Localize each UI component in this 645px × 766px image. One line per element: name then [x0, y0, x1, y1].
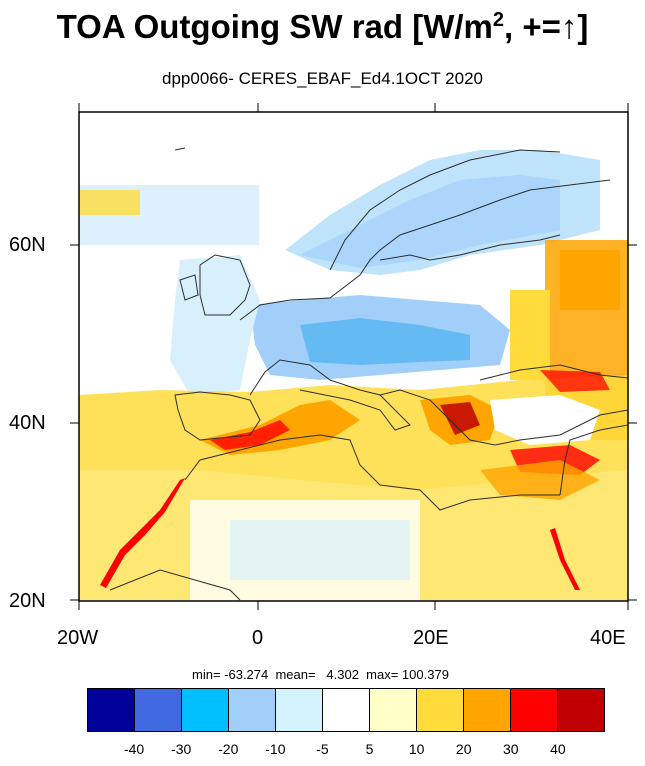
colorbar-label: 40 — [550, 741, 566, 757]
colorbar-label: -10 — [265, 741, 286, 757]
y-tick-label: 20N — [9, 590, 46, 612]
colorbar-label: -30 — [171, 741, 192, 757]
colorbar-label: -20 — [218, 741, 239, 757]
colorbar-label: 30 — [503, 741, 519, 757]
colorbar-cell — [276, 689, 323, 731]
plot-subtitle: dpp0066- CERES_EBAF_Ed4.1OCT 2020 — [162, 69, 483, 88]
colorbar-labels: -40 -30 -20 -10 -5 5 10 20 30 40 — [0, 741, 645, 761]
y-tick-label: 40N — [9, 412, 46, 434]
colorbar-cell — [88, 689, 135, 731]
colorbar-cell — [323, 689, 370, 731]
colorbar-cell — [464, 689, 511, 731]
colorbar-cell — [135, 689, 182, 731]
y-tick-label: 60N — [9, 234, 46, 256]
colorbar-cell — [417, 689, 464, 731]
colorbar-cell — [182, 689, 229, 731]
colorbar-label: 10 — [408, 741, 425, 757]
colorbar — [87, 688, 605, 732]
colorbar-label: -5 — [316, 741, 329, 757]
x-tick-label: 40E — [590, 627, 626, 649]
plot-title: TOA Outgoing SW rad [W/m2, +=↑] — [56, 8, 589, 45]
colorbar-cell — [558, 689, 604, 731]
x-tick-label: 20W — [57, 627, 99, 649]
colorbar-cell — [370, 689, 417, 731]
x-tick-label: 0 — [252, 627, 264, 649]
colorbar-cell — [511, 689, 558, 731]
colorbar-cell — [229, 689, 276, 731]
colorbar-label: -40 — [123, 741, 145, 757]
colorbar-label: 5 — [365, 741, 374, 757]
map-field — [79, 112, 628, 601]
x-tick-label: 20E — [413, 627, 449, 649]
coastlines — [109, 147, 628, 601]
axis-ticks — [70, 103, 637, 610]
colorbar-label: 20 — [455, 741, 472, 757]
field-statistics: min= -63.274 mean= 4.302 max= 100.379 — [192, 667, 449, 682]
map-frame — [78, 111, 629, 602]
